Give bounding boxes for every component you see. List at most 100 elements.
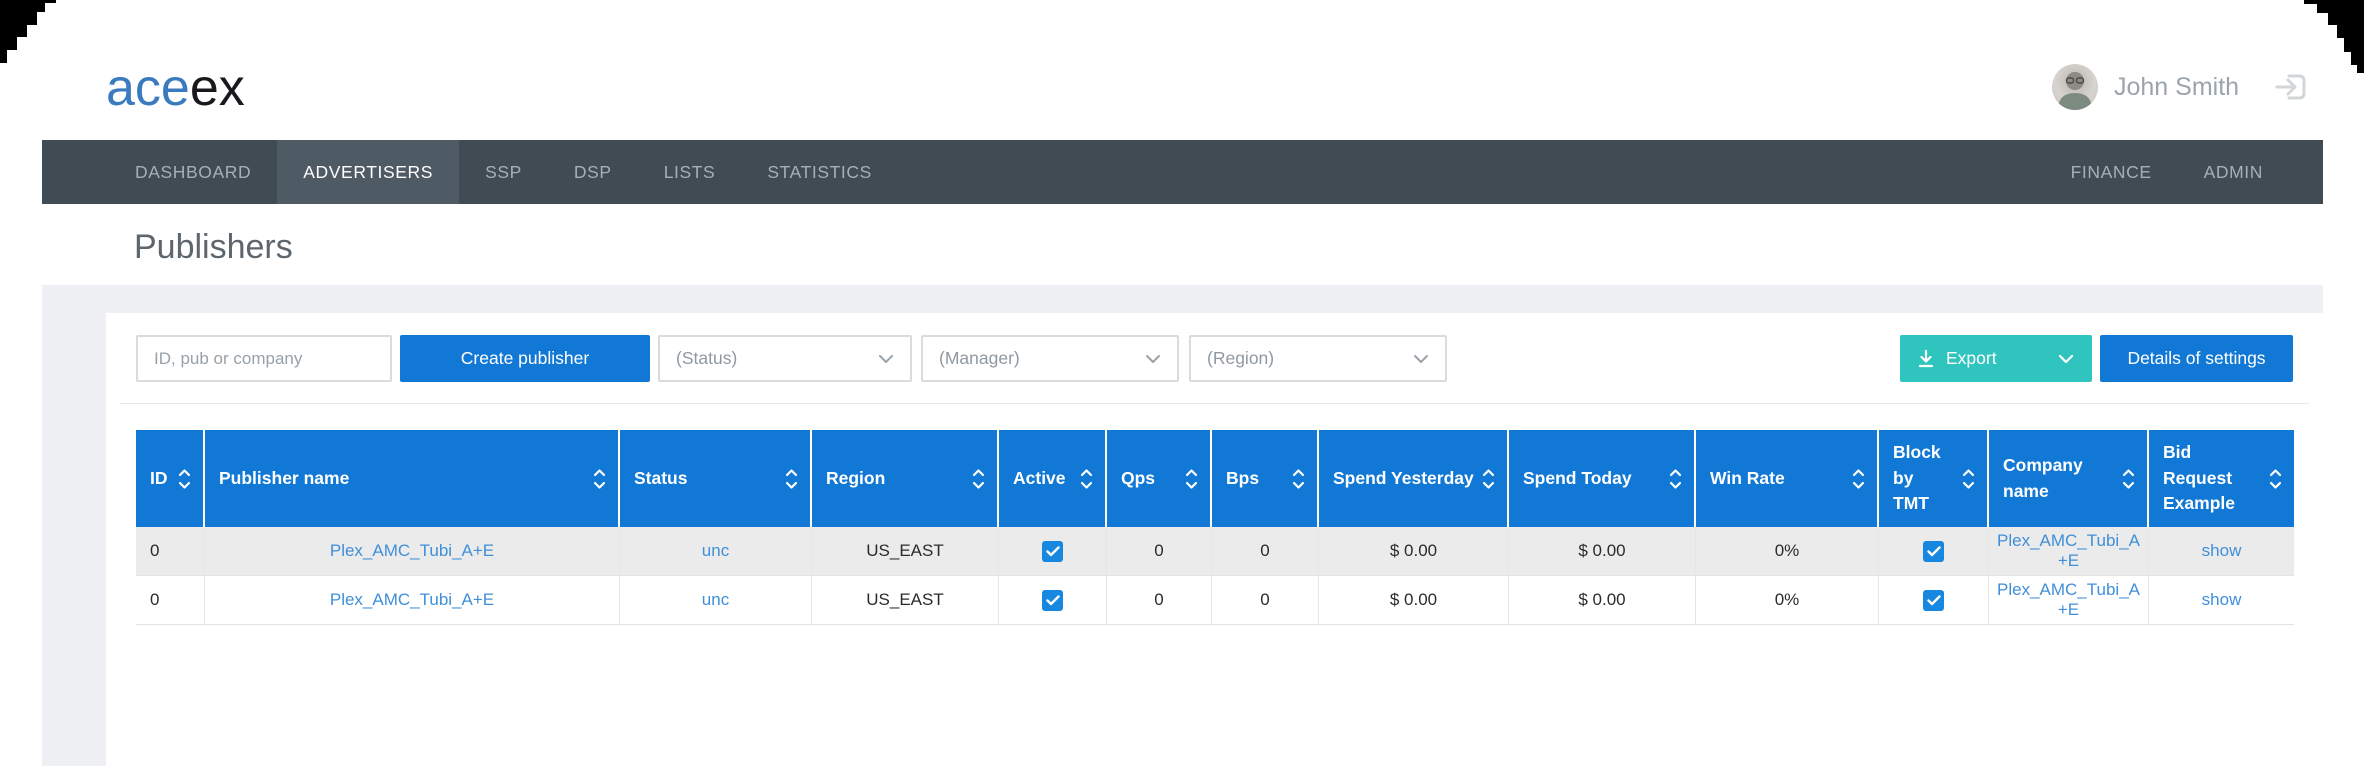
cell-win_rate: 0% [1696,527,1879,575]
bid_request_example-link[interactable]: show [2202,590,2242,610]
block_by_tmt-checkbox[interactable] [1923,541,1944,562]
user-menu[interactable]: John Smith [2052,62,2311,112]
sort-icon[interactable] [1080,467,1093,491]
screen-corner-artifact-left [0,0,60,74]
logout-icon[interactable] [2273,68,2311,106]
chevron-down-icon [1413,354,1429,364]
company_name-link[interactable]: Plex_AMC_Tubi_A+E [1997,531,2140,572]
column-header-bid_request_example[interactable]: Bid Request Example [2149,430,2294,527]
chevron-down-icon [2058,354,2074,364]
check-icon [1046,546,1060,557]
table-row: 0Plex_AMC_Tubi_A+EuncUS_EAST00$ 0.00$ 0.… [136,527,2294,576]
cell-company_name: Plex_AMC_Tubi_A+E [1989,527,2149,575]
publisher_name-link[interactable]: Plex_AMC_Tubi_A+E [330,590,494,610]
column-header-spend_today[interactable]: Spend Today [1509,430,1696,527]
column-header-publisher_name[interactable]: Publisher name [205,430,620,527]
region-filter-value: (Region) [1207,348,1274,369]
table-header-row: ID Publisher name Status Region ActiveQps Bps… [136,430,2294,527]
sort-icon[interactable] [2122,467,2135,491]
column-header-status[interactable]: Status [620,430,812,527]
status-filter-dropdown[interactable]: (Status) [658,335,912,382]
region-filter-dropdown[interactable]: (Region) [1189,335,1447,382]
status-link[interactable]: unc [702,590,729,610]
nav-item-ssp[interactable]: SSP [459,140,548,204]
nav-item-dsp[interactable]: DSP [548,140,638,204]
nav-item-lists[interactable]: LISTS [638,140,742,204]
column-header-spend_yesterday[interactable]: Spend Yesterday [1319,430,1509,527]
status-filter-value: (Status) [676,348,737,369]
company_name-link[interactable]: Plex_AMC_Tubi_A+E [1997,580,2140,621]
sort-icon[interactable] [178,467,191,491]
cell-spend_today: $ 0.00 [1509,576,1696,624]
manager-filter-value: (Manager) [939,348,1020,369]
publisher_name-link[interactable]: Plex_AMC_Tubi_A+E [330,541,494,561]
cell-status: unc [620,527,812,575]
sort-icon[interactable] [1185,467,1198,491]
column-header-win_rate[interactable]: Win Rate [1696,430,1879,527]
column-header-qps[interactable]: Qps [1107,430,1212,527]
cell-id: 0 [136,527,205,575]
nav-item-advertisers[interactable]: ADVERTISERS [277,140,459,204]
column-header-label: Status [634,466,687,491]
create-publisher-button[interactable]: Create publisher [400,335,650,382]
publishers-card: Create publisher (Status) (Manager) (Reg… [106,313,2323,766]
column-header-bps[interactable]: Bps [1212,430,1319,527]
bid_request_example-link[interactable]: show [2202,541,2242,561]
sort-icon[interactable] [972,467,985,491]
nav-item-finance[interactable]: FINANCE [2045,140,2178,204]
navbar-right-group: FINANCE ADMIN [2045,140,2289,204]
sort-icon[interactable] [1482,467,1495,491]
column-header-block_by_tmt[interactable]: Block by TMT [1879,430,1989,527]
cell-bid_request_example: show [2149,527,2294,575]
page-title: Publishers [134,228,293,267]
chevron-down-icon [878,354,894,364]
manager-filter-dropdown[interactable]: (Manager) [921,335,1179,382]
column-header-company_name[interactable]: Company name [1989,430,2149,527]
active-checkbox[interactable] [1042,541,1063,562]
column-header-label: Publisher name [219,466,349,491]
column-header-id[interactable]: ID [136,430,205,527]
screen-corner-artifact-right [2304,0,2364,74]
nav-item-dashboard[interactable]: DASHBOARD [109,140,277,204]
nav-item-admin[interactable]: ADMIN [2178,140,2289,204]
download-icon [1918,350,1934,368]
sort-icon[interactable] [2269,467,2282,491]
check-icon [1046,595,1060,606]
column-header-active[interactable]: Active [999,430,1107,527]
column-header-label: Bid Request Example [2163,440,2261,516]
nav-item-statistics[interactable]: STATISTICS [741,140,898,204]
search-input[interactable] [136,335,392,382]
cell-block_by_tmt [1879,527,1989,575]
table-row: 0Plex_AMC_Tubi_A+EuncUS_EAST00$ 0.00$ 0.… [136,576,2294,625]
sort-icon[interactable] [785,467,798,491]
cell-publisher_name: Plex_AMC_Tubi_A+E [205,576,620,624]
cell-status: unc [620,576,812,624]
details-of-settings-button[interactable]: Details of settings [2100,335,2293,382]
column-header-label: Region [826,466,885,491]
active-checkbox[interactable] [1042,590,1063,611]
cell-region: US_EAST [812,576,999,624]
sort-icon[interactable] [593,467,606,491]
block_by_tmt-checkbox[interactable] [1923,590,1944,611]
cell-win_rate: 0% [1696,576,1879,624]
status-link[interactable]: unc [702,541,729,561]
main-navbar: DASHBOARD ADVERTISERS SSP DSP LISTS STAT… [42,140,2323,204]
toolbar-divider [120,403,2309,404]
column-header-region[interactable]: Region [812,430,999,527]
sort-icon[interactable] [1669,467,1682,491]
brand-logo[interactable]: aceex [106,58,245,118]
column-header-label: Spend Yesterday [1333,466,1474,491]
sort-icon[interactable] [1852,467,1865,491]
cell-bps: 0 [1212,576,1319,624]
sort-icon[interactable] [1962,467,1975,491]
brand-logo-secondary: ex [190,59,245,117]
check-icon [1927,595,1941,606]
sort-icon[interactable] [1292,467,1305,491]
column-header-label: Bps [1226,466,1259,491]
cell-publisher_name: Plex_AMC_Tubi_A+E [205,527,620,575]
cell-qps: 0 [1107,576,1212,624]
export-button[interactable]: Export [1900,335,2092,382]
cell-region: US_EAST [812,527,999,575]
avatar[interactable] [2052,64,2098,110]
avatar-silhouette [2052,64,2098,110]
